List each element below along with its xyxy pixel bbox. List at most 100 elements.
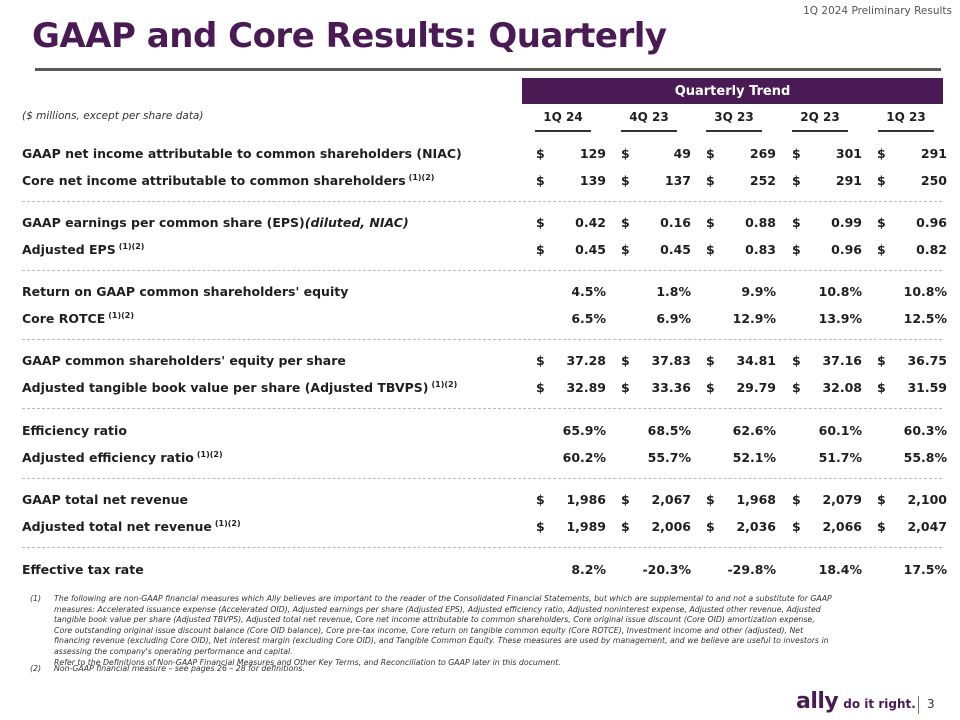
table-cell: $34.81 [706,353,776,368]
table-cell: $36.75 [877,353,947,368]
table-cell: 55.8% [903,450,947,465]
table-cell: $1,989 [536,519,606,534]
report-period-label: 1Q 2024 Preliminary Results [803,5,952,17]
table-cell: $0.96 [792,242,862,257]
table-cell: 55.7% [647,450,691,465]
row-group-divider [22,270,942,271]
column-header: 4Q 23 [619,110,679,132]
table-cell: 13.9% [818,311,862,326]
row-group-divider [22,478,942,479]
column-header: 3Q 23 [704,110,764,132]
column-header: 2Q 23 [790,110,850,132]
table-cell: 10.8% [818,284,862,299]
table-cell: $2,067 [621,492,691,507]
footnote-text: The following are non-GAAP financial mea… [54,594,832,667]
row-label: Adjusted EPS (1)(2) [22,242,145,258]
table-cell: $0.42 [536,215,606,230]
footnote-number: (1) [30,594,42,603]
table-cell: $1,968 [706,492,776,507]
table-cell: $0.16 [621,215,691,230]
table-cell: 1.8% [656,284,691,299]
table-cell: $1,986 [536,492,606,507]
table-cell: 60.1% [818,423,862,438]
row-label: GAAP common shareholders' equity per sha… [22,353,346,368]
logo-tagline: do it right. [843,697,916,711]
table-cell: $33.36 [621,380,691,395]
page-number: 3 [927,697,935,711]
row-group-divider [22,547,942,548]
row-group-divider [22,339,942,340]
logo-wordmark: ally [796,689,839,714]
table-cell: $0.99 [792,215,862,230]
page-number-divider [918,696,919,714]
table-cell: 62.6% [732,423,776,438]
table-cell: 60.2% [562,450,606,465]
table-cell: $32.89 [536,380,606,395]
table-cell: 52.1% [732,450,776,465]
table-cell: -20.3% [642,562,691,577]
row-label: Efficiency ratio [22,423,127,438]
row-label: GAAP net income attributable to common s… [22,146,462,161]
table-cell: $2,100 [877,492,947,507]
row-group-divider [22,408,942,409]
table-cell: $291 [792,173,862,188]
table-cell: $0.45 [536,242,606,257]
row-label: Adjusted efficiency ratio (1)(2) [22,450,223,466]
table-cell: $29.79 [706,380,776,395]
column-header: 1Q 23 [876,110,936,132]
table-cell: 4.5% [571,284,606,299]
row-label: GAAP earnings per common share (EPS)(dil… [22,215,409,230]
title-divider [35,68,941,71]
row-group-divider [22,201,942,202]
table-cell: $37.16 [792,353,862,368]
column-header: 1Q 24 [533,110,593,132]
table-cell: $301 [792,146,862,161]
table-cell: $252 [706,173,776,188]
table-cell: 12.9% [732,311,776,326]
table-cell: $2,006 [621,519,691,534]
quarterly-trend-header: Quarterly Trend [522,78,943,104]
table-cell: $2,036 [706,519,776,534]
table-cell: 60.3% [903,423,947,438]
table-cell: $37.83 [621,353,691,368]
table-cell: $2,079 [792,492,862,507]
table-cell: 17.5% [903,562,947,577]
table-cell: $0.96 [877,215,947,230]
table-cell: 6.9% [656,311,691,326]
row-label: Core ROTCE (1)(2) [22,311,135,327]
table-cell: 65.9% [562,423,606,438]
table-cell: 10.8% [903,284,947,299]
table-cell: $291 [877,146,947,161]
table-cell: $37.28 [536,353,606,368]
table-cell: -29.8% [727,562,776,577]
table-cell: $0.45 [621,242,691,257]
row-label: Adjusted tangible book value per share (… [22,380,458,396]
table-cell: $250 [877,173,947,188]
table-cell: $2,066 [792,519,862,534]
table-cell: 12.5% [903,311,947,326]
table-cell: $2,047 [877,519,947,534]
table-cell: 51.7% [818,450,862,465]
footnote-number: (2) [30,664,42,673]
table-cell: $49 [621,146,691,161]
row-label: Adjusted total net revenue (1)(2) [22,519,241,535]
table-cell: 18.4% [818,562,862,577]
page-title: GAAP and Core Results: Quarterly [32,16,667,56]
table-cell: $32.08 [792,380,862,395]
units-note: ($ millions, except per share data) [22,110,204,122]
table-cell: $0.83 [706,242,776,257]
row-label: GAAP total net revenue [22,492,188,507]
table-cell: 9.9% [741,284,776,299]
ally-logo: ally do it right. [796,689,916,714]
table-cell: $129 [536,146,606,161]
table-cell: $269 [706,146,776,161]
table-cell: $0.82 [877,242,947,257]
footnote-text: Non-GAAP financial measure – see pages 2… [54,664,305,673]
table-cell: $139 [536,173,606,188]
row-label: Effective tax rate [22,562,144,577]
table-cell: $31.59 [877,380,947,395]
table-cell: 68.5% [647,423,691,438]
row-label: Core net income attributable to common s… [22,173,435,189]
table-cell: 6.5% [571,311,606,326]
table-cell: 8.2% [571,562,606,577]
